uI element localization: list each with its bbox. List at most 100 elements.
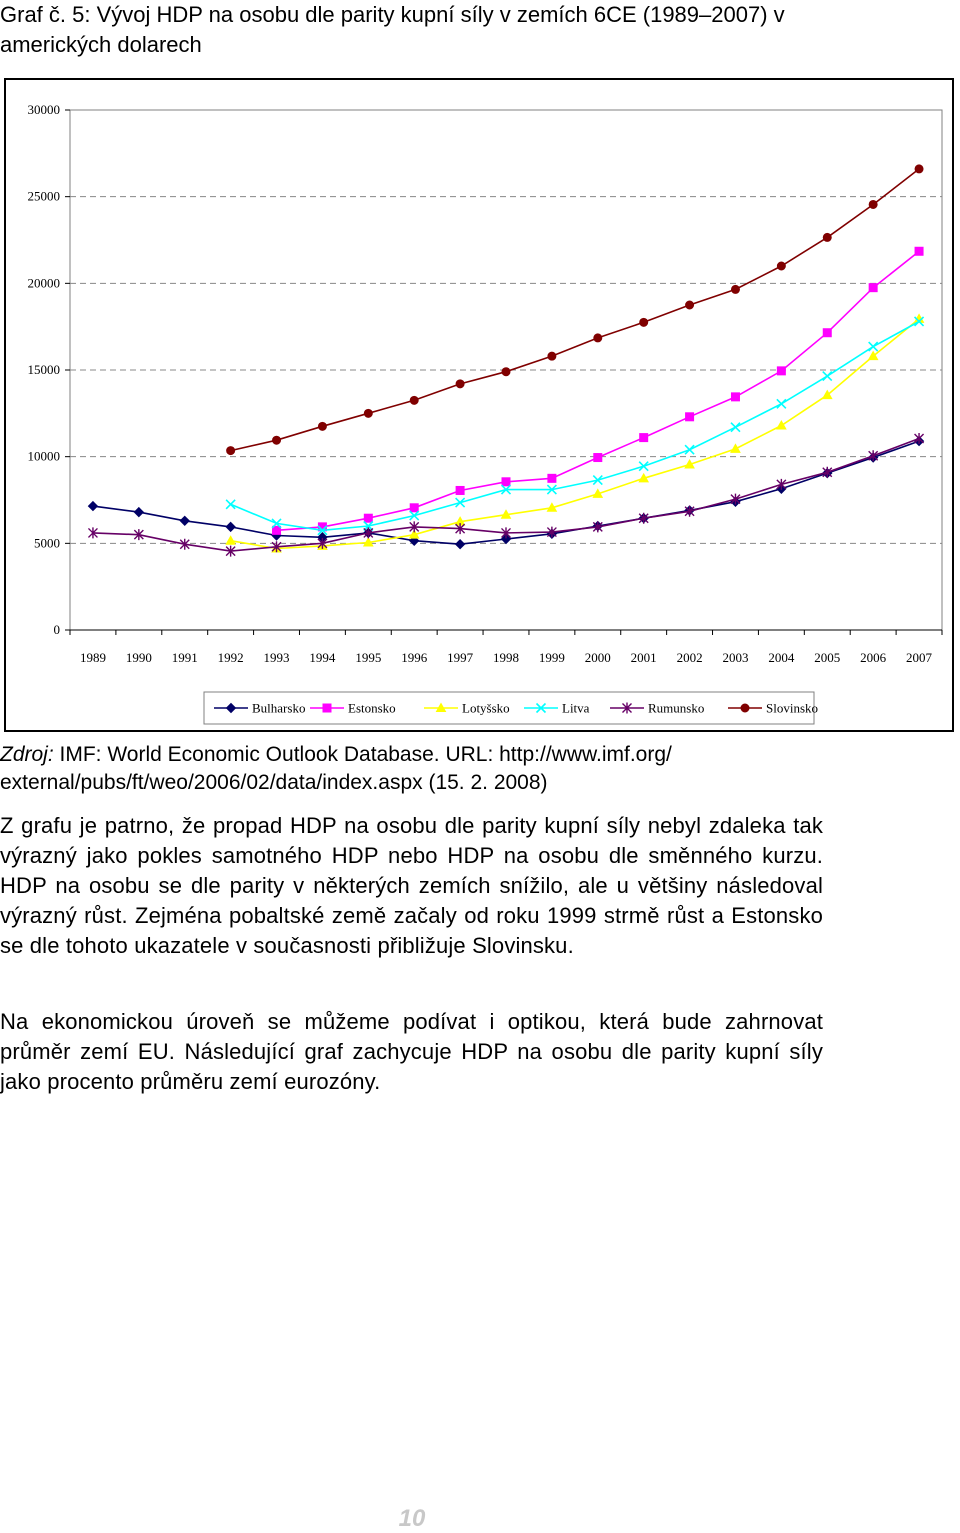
data-point-litva: [592, 475, 603, 486]
data-point-estonsko: [685, 412, 695, 422]
data-point-lotysko: [500, 509, 512, 519]
data-point-rumunsko: [87, 527, 98, 539]
data-point-bulharsko: [225, 521, 236, 533]
data-point-rumunsko: [592, 521, 603, 533]
y-tick-label: 20000: [28, 275, 61, 290]
data-point-bulharsko: [87, 500, 99, 512]
y-tick-label: 10000: [28, 449, 61, 464]
data-point-rumunsko: [409, 521, 420, 533]
x-tick-label: 1994: [309, 650, 336, 665]
data-point-lotysko: [546, 502, 558, 512]
data-point-estonsko: [914, 246, 924, 256]
y-tick-label: 30000: [28, 102, 61, 117]
data-point-rumunsko: [133, 529, 144, 541]
data-point-litva: [225, 499, 236, 510]
legend-marker-estonsko: [322, 703, 332, 713]
legend-marker-litva: [535, 702, 547, 714]
data-point-slovinsko: [639, 317, 649, 327]
data-point-rumunsko: [179, 538, 190, 550]
data-point-estonsko: [730, 392, 740, 402]
data-point-slovinsko: [226, 446, 236, 456]
x-tick-label: 2000: [585, 650, 611, 665]
data-point-rumunsko: [868, 450, 879, 462]
x-tick-label: 1997: [447, 650, 474, 665]
data-point-bulharsko: [500, 533, 512, 545]
x-tick-label: 1999: [539, 650, 565, 665]
data-point-lotysko: [730, 443, 741, 453]
data-point-estonsko: [639, 433, 649, 443]
data-point-slovinsko: [363, 408, 373, 418]
data-point-slovinsko: [822, 232, 832, 242]
data-point-rumunsko: [684, 505, 695, 517]
data-point-lotysko: [684, 458, 695, 469]
data-point-estonsko: [822, 328, 832, 338]
data-point-slovinsko: [868, 199, 878, 209]
data-point-rumunsko: [271, 541, 282, 553]
paragraph-1: Z grafu je patrno, že propad HDP na osob…: [0, 813, 823, 958]
legend-label-rumunsko: Rumunsko: [648, 701, 704, 716]
x-tick-label: 1996: [401, 650, 428, 665]
series-line-litva: [230, 320, 920, 532]
paragraph-2: Na ekonomickou úroveň se můžeme podívat …: [0, 1009, 823, 1094]
data-point-rumunsko: [363, 527, 374, 539]
data-point-litva: [546, 484, 557, 495]
x-tick-label: 2004: [768, 650, 795, 665]
data-point-slovinsko: [272, 435, 282, 445]
data-point-lotysko: [362, 536, 374, 547]
x-tick-label: 2003: [722, 650, 748, 665]
data-point-rumunsko: [225, 545, 236, 557]
data-point-rumunsko: [455, 523, 466, 535]
data-point-estonsko: [455, 485, 465, 495]
x-tick-label: 1989: [80, 650, 106, 665]
y-tick-label: 15000: [28, 362, 61, 377]
source-label: Zdroj:: [0, 743, 54, 766]
x-tick-label: 1993: [264, 650, 290, 665]
data-point-lotysko: [225, 535, 236, 545]
data-point-bulharsko: [133, 506, 145, 518]
x-tick-label: 2006: [860, 650, 887, 665]
data-point-estonsko: [776, 366, 786, 376]
legend-marker-bulharsko: [225, 702, 237, 714]
legend-label-slovinsko: Slovinsko: [766, 701, 818, 716]
data-point-estonsko: [409, 503, 419, 513]
data-point-litva: [913, 316, 925, 327]
data-point-slovinsko: [317, 421, 327, 431]
data-point-slovinsko: [501, 367, 511, 377]
x-tick-label: 1992: [218, 650, 244, 665]
data-point-rumunsko: [776, 478, 787, 490]
data-point-rumunsko: [501, 527, 511, 539]
data-point-lotysko: [638, 472, 650, 483]
legend-box: [203, 691, 815, 725]
data-point-bulharsko: [179, 515, 190, 527]
x-tick-label: 2005: [814, 650, 840, 665]
x-tick-label: 1995: [355, 650, 381, 665]
data-point-litva: [730, 422, 741, 433]
data-point-estonsko: [547, 473, 557, 483]
data-point-slovinsko: [776, 261, 786, 271]
y-tick-label: 0: [54, 622, 61, 637]
data-point-rumunsko: [546, 526, 557, 538]
source-note: Zdroj: IMF: World Economic Outlook Datab…: [0, 741, 900, 797]
data-point-estonsko: [868, 283, 878, 293]
x-tick-label: 2007: [906, 650, 933, 665]
data-point-estonsko: [593, 453, 603, 463]
chart-frame: 0 5000 10000 15000 20000 25000 30000 1989 1990 19…: [4, 78, 954, 732]
data-point-slovinsko: [914, 164, 924, 174]
data-point-litva: [409, 510, 420, 521]
data-point-estonsko: [272, 525, 282, 535]
legend-marker-slovinsko: [740, 703, 750, 713]
data-point-rumunsko: [730, 493, 741, 505]
data-point-litva: [638, 461, 649, 472]
data-point-lotysko: [408, 529, 420, 539]
data-point-litva: [500, 484, 512, 495]
data-point-lotysko: [867, 350, 879, 361]
source-line-2: external/pubs/ft/weo/2006/02/data/index.…: [0, 771, 548, 794]
data-point-slovinsko: [409, 395, 419, 405]
data-point-bulharsko: [454, 538, 466, 550]
x-tick-label: 1991: [172, 650, 198, 665]
source-line-1: IMF: World Economic Outlook Database. UR…: [53, 743, 672, 766]
legend-label-litva: Litva: [562, 701, 590, 716]
data-point-lotysko: [776, 419, 787, 430]
data-point-slovinsko: [455, 379, 465, 389]
data-point-rumunsko: [822, 466, 833, 478]
